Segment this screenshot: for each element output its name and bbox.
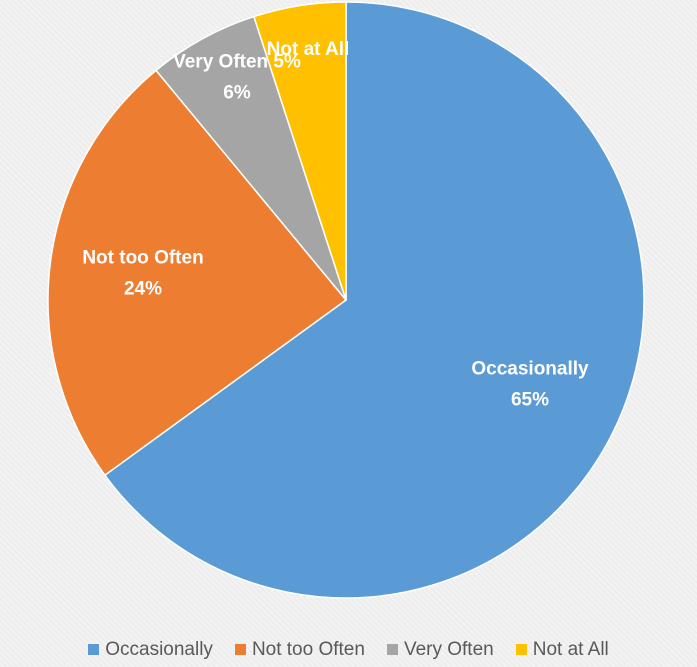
pie-slice-occasionally <box>103 1 645 599</box>
legend-label-not-too-often: Not too Often <box>251 638 365 660</box>
legend-item-occasionally: Occasionally <box>88 639 213 661</box>
legend-swatch-not-at-all <box>515 644 527 655</box>
pie-slices <box>47 1 645 599</box>
legend-item-not-too-often: Not too Often <box>234 638 365 661</box>
data-label-very-often: Very Often 5% 6% <box>173 52 301 104</box>
legend-item-not-at-all: Not at All <box>515 638 609 661</box>
data-label-not-at-all: Not at All <box>267 39 350 60</box>
legend-label-very-often: Very Often <box>403 638 494 660</box>
legend-swatch-not-too-often <box>234 644 246 655</box>
legend-label-occasionally: Occasionally <box>105 638 213 660</box>
chart-legend: Occasionally Not too Often Very Often No… <box>0 632 697 667</box>
pie-chart: Occasionally 65% Not too Often 24% Very Ofte… <box>47 1 645 599</box>
pie-slice-not-too-often <box>47 69 348 477</box>
legend-item-very-often: Very Often <box>386 638 494 661</box>
legend-swatch-very-often <box>386 644 398 655</box>
data-label-not-too-often: Not too Often 24% <box>82 248 203 300</box>
pie-chart-svg: Occasionally 65% Not too Often 24% Very Ofte… <box>47 1 645 599</box>
pie-labels: Occasionally 65% Not too Often 24% Very Ofte… <box>82 39 589 411</box>
legend-swatch-occasionally <box>88 644 100 655</box>
pie-slice-not-at-all <box>252 1 347 301</box>
data-label-occasionally: Occasionally 65% <box>471 359 589 411</box>
legend-label-not-at-all: Not at All <box>532 638 609 660</box>
